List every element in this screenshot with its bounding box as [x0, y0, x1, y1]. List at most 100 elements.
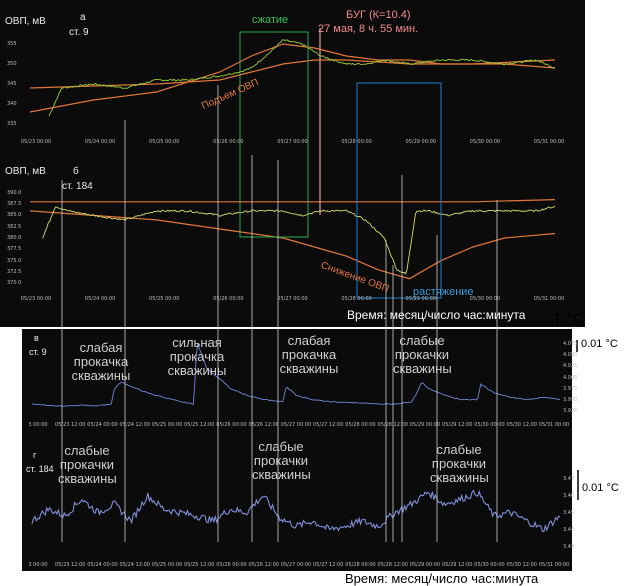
v-ytick-0: 3.925	[563, 407, 578, 414]
panel-v-station: ст. 9	[29, 347, 47, 357]
a-trend-line-0	[29, 43, 556, 113]
g-ytick-4: 3.47	[563, 475, 575, 482]
g-xtick-1: 05/23 12:00	[55, 562, 86, 568]
g-xtick-5: 05/25 12:00	[184, 562, 215, 568]
g-xtick-16: 05/31 00:00	[538, 562, 570, 568]
a-ytick-4: 355	[7, 41, 17, 47]
v-xtick-16: 05/31 00:00	[538, 422, 570, 428]
g-xtick-15: 05/30 12:00	[506, 562, 537, 568]
g-ytick-0: 3.43	[563, 543, 575, 550]
v-xtick-5: 05/25 12:00	[184, 422, 215, 428]
b-xtick-4: 05/27 00:00	[277, 296, 308, 302]
b-ytick-3: 377.5	[7, 246, 22, 253]
g-xtick-0: 3 00:00	[28, 562, 48, 568]
g-xtick-12: 05/29 00:00	[409, 562, 441, 568]
v-series-line-0	[31, 343, 561, 407]
top-time-caption: Время: месяц/число час:минута	[347, 308, 526, 322]
g-ytick-1: 3.44	[563, 526, 575, 533]
a-xtick-5: 05/28 00:00	[341, 139, 372, 145]
panel-a-letter: а	[80, 12, 86, 23]
panel-g-scale-label: 0.01 °C	[582, 482, 619, 494]
stretch-label: растяжение	[413, 286, 474, 298]
b-xtick-1: 05/24 00:00	[84, 296, 116, 302]
v-xtick-2: 05/24 00:00	[87, 422, 118, 428]
b-ytick-8: 390.0	[7, 189, 22, 196]
v-xtick-6: 05/26 00:00	[216, 422, 247, 428]
v-ytick-3: 4.000	[563, 374, 578, 381]
b-xtick-3: 05/26 00:00	[213, 296, 244, 302]
b-ytick-1: 372.5	[7, 268, 22, 275]
v-ytick-5: 4.050	[563, 352, 578, 359]
panel-v-letter: в	[34, 333, 39, 343]
a-ytick-3: 350	[7, 61, 17, 67]
b-xtick-5: 05/28 00:00	[341, 296, 372, 302]
v-xtick-12: 05/29 00:00	[409, 422, 441, 428]
g-xtick-13: 05/29 12:00	[442, 562, 473, 568]
a-xtick-2: 05/25 00:00	[149, 139, 180, 145]
panel-a-ylabel: ОВП, мВ	[5, 16, 46, 27]
v-xtick-3: 05/24 12:00	[119, 422, 150, 428]
a-xtick-0: 05/23 00:00	[20, 139, 52, 145]
a-xtick-8: 05/31 00:00	[533, 139, 565, 145]
note-g-weak-pumpings-1: слабые прокачки скважины	[58, 443, 117, 486]
v-xtick-15: 05/30 12:00	[506, 422, 537, 428]
g-xtick-2: 05/24 00:00	[87, 562, 118, 568]
a-ytick-2: 345	[7, 81, 17, 87]
g-xtick-11: 05/28 12:00	[377, 562, 408, 568]
panel-b-station: ст. 184	[62, 181, 93, 192]
b-trend-line-1	[29, 210, 556, 280]
v-xtick-0: 3 00:00	[28, 422, 48, 428]
g-ytick-2: 3.45	[563, 509, 575, 516]
g-xtick-6: 05/26 00:00	[216, 562, 247, 568]
b-ytick-2: 375.0	[7, 257, 22, 264]
panel-g-station: ст. 184	[26, 464, 54, 474]
b-trend-line-0	[30, 199, 556, 203]
panel-v-scale-label: 0.01 °C	[581, 338, 618, 350]
panel-b-letter: б	[73, 166, 79, 177]
b-xtick-7: 05/30 00:00	[469, 296, 501, 302]
note-weak-pumpings-3: слабые прокачки скважины	[393, 333, 452, 376]
note-g-weak-pumpings-3: слабые прокачки скважины	[430, 442, 489, 485]
g-xtick-8: 05/27 00:00	[280, 562, 312, 568]
g-xtick-10: 05/28 00:00	[345, 562, 376, 568]
v-xtick-14: 05/30 00:00	[474, 422, 505, 428]
g-ytick-3: 3.46	[563, 492, 575, 499]
b-ytick-7: 387.5	[7, 201, 22, 208]
b-xtick-2: 05/25 00:00	[149, 296, 180, 302]
b-ytick-0: 370.0	[7, 280, 22, 287]
stretch-box	[356, 82, 442, 299]
b-series-line-0	[42, 205, 556, 275]
a-xtick-3: 05/26 00:00	[213, 139, 244, 145]
note-strong-pumping: сильная прокачка скважины	[167, 335, 227, 378]
temp-axis-label: T, °C	[553, 310, 584, 326]
v-xtick-1: 05/23 12:00	[55, 422, 86, 428]
v-ytick-2: 3.975	[563, 385, 578, 392]
b-ytick-4: 380.0	[7, 235, 22, 241]
a-trend-line-1	[29, 59, 556, 89]
v-xtick-8: 05/27 00:00	[280, 422, 312, 428]
v-xtick-10: 05/28 00:00	[345, 422, 376, 428]
a-xtick-1: 05/24 00:00	[84, 139, 116, 145]
a-series-line-0	[48, 39, 556, 117]
v-xtick-11: 05/28 12:00	[377, 422, 408, 428]
a-ytick-0: 335	[7, 121, 17, 127]
a-ytick-1: 340	[7, 101, 17, 107]
v-xtick-13: 05/29 12:00	[442, 422, 473, 428]
v-xtick-9: 05/27 12:00	[313, 422, 344, 428]
compression-label: сжатие	[252, 14, 289, 26]
b-xtick-0: 05/23 00:00	[20, 296, 52, 302]
g-xtick-7: 05/26 12:00	[248, 562, 279, 568]
v-xtick-4: 05/25 00:00	[151, 422, 183, 428]
bottom-time-caption: Время: месяц/число час:минута	[345, 571, 539, 586]
a-xtick-7: 05/30 00:00	[469, 139, 501, 145]
panel-b-ylabel: ОВП, мВ	[5, 166, 46, 177]
bug-time-label: 27 мая, 8 ч. 55 мин.	[318, 23, 419, 35]
note-g-weak-pumpings-2: слабые прокачки скважины	[252, 439, 311, 482]
b-ytick-5: 382.5	[7, 223, 22, 230]
g-xtick-4: 05/25 00:00	[151, 562, 183, 568]
note-weak-pumping-2: слабая прокачка скважины	[279, 333, 339, 376]
compression-box	[239, 31, 309, 238]
v-ytick-1: 3.950	[563, 396, 578, 403]
v-ytick-4: 4.025	[563, 363, 578, 370]
